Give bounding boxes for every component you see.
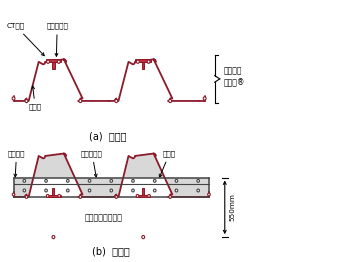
Text: 鉄筋コンクリート: 鉄筋コンクリート bbox=[85, 213, 123, 222]
Circle shape bbox=[115, 195, 118, 198]
Circle shape bbox=[203, 97, 206, 100]
Circle shape bbox=[148, 194, 150, 197]
Circle shape bbox=[169, 195, 171, 198]
Circle shape bbox=[88, 179, 91, 182]
Circle shape bbox=[175, 189, 178, 192]
Text: 鋼矢板: 鋼矢板 bbox=[29, 86, 42, 111]
Text: (a)  仮設時: (a) 仮設時 bbox=[89, 131, 126, 141]
Circle shape bbox=[132, 179, 134, 182]
Circle shape bbox=[132, 189, 134, 192]
Circle shape bbox=[47, 194, 49, 197]
Polygon shape bbox=[46, 195, 61, 197]
Circle shape bbox=[197, 189, 199, 192]
Circle shape bbox=[197, 179, 199, 182]
Text: ビートル
パイル®: ビートル パイル® bbox=[223, 67, 245, 88]
Text: 軸方向鉄筋: 軸方向鉄筋 bbox=[81, 150, 103, 177]
Polygon shape bbox=[46, 59, 61, 62]
Text: 550mm: 550mm bbox=[230, 193, 236, 221]
Polygon shape bbox=[136, 195, 150, 197]
Circle shape bbox=[23, 179, 26, 182]
Circle shape bbox=[79, 195, 82, 198]
Text: 補強鉄筋: 補強鉄筋 bbox=[8, 150, 25, 177]
Circle shape bbox=[52, 236, 55, 239]
Circle shape bbox=[110, 179, 113, 182]
Circle shape bbox=[25, 99, 28, 103]
Circle shape bbox=[153, 189, 156, 192]
Circle shape bbox=[66, 189, 69, 192]
Circle shape bbox=[153, 179, 156, 182]
Circle shape bbox=[12, 193, 15, 196]
Circle shape bbox=[45, 179, 47, 182]
Circle shape bbox=[142, 236, 145, 239]
Circle shape bbox=[175, 179, 178, 182]
Circle shape bbox=[23, 189, 26, 192]
Circle shape bbox=[45, 189, 47, 192]
Text: CT形鋼: CT形鋼 bbox=[7, 23, 44, 56]
Circle shape bbox=[88, 189, 91, 192]
Circle shape bbox=[79, 99, 82, 103]
Circle shape bbox=[66, 179, 69, 182]
Polygon shape bbox=[142, 188, 144, 195]
Polygon shape bbox=[135, 59, 151, 62]
Circle shape bbox=[110, 189, 113, 192]
Circle shape bbox=[169, 99, 172, 103]
Text: 定着用鉄筋: 定着用鉄筋 bbox=[46, 23, 68, 56]
Circle shape bbox=[47, 60, 49, 63]
Circle shape bbox=[136, 60, 139, 63]
Text: (b)  本設時: (b) 本設時 bbox=[92, 246, 130, 256]
Circle shape bbox=[147, 60, 150, 63]
Polygon shape bbox=[52, 188, 55, 195]
Circle shape bbox=[115, 99, 118, 103]
Circle shape bbox=[57, 60, 60, 63]
Circle shape bbox=[25, 195, 28, 198]
Text: 配力筋: 配力筋 bbox=[159, 150, 176, 177]
Circle shape bbox=[136, 194, 139, 197]
Circle shape bbox=[12, 97, 15, 100]
Polygon shape bbox=[142, 62, 144, 69]
Polygon shape bbox=[14, 154, 209, 197]
Circle shape bbox=[208, 193, 210, 196]
Circle shape bbox=[58, 194, 61, 197]
Polygon shape bbox=[52, 62, 55, 69]
